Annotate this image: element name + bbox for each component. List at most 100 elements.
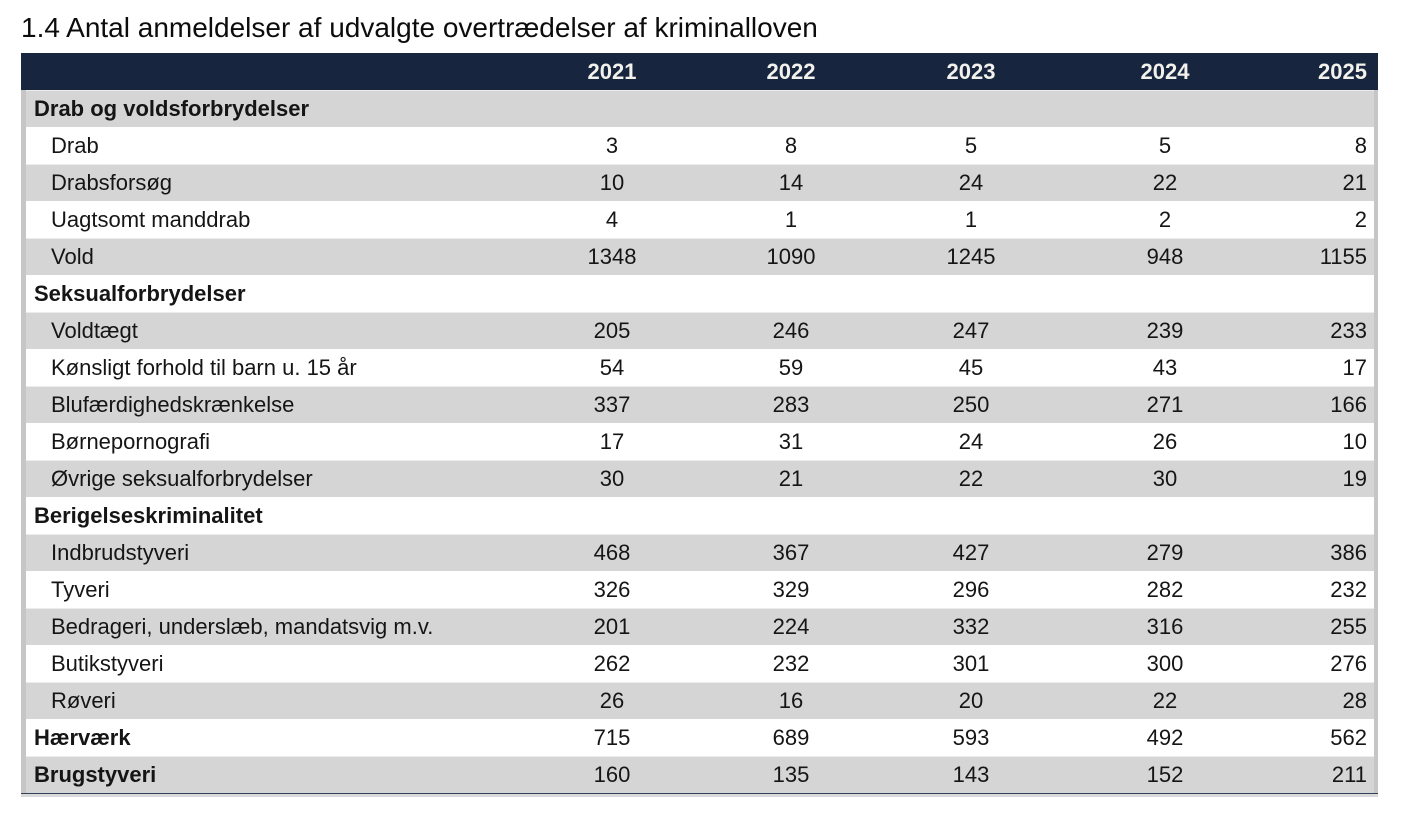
row-label: Drabsforsøg xyxy=(51,169,173,195)
row-label: Børnepornografi xyxy=(51,428,210,454)
value-cell: 296 xyxy=(952,576,990,602)
value-cell: 10 xyxy=(1342,428,1367,454)
value-cell: 3 xyxy=(605,132,619,158)
table-row: Drab og voldsforbrydelser xyxy=(21,90,1378,127)
table-row: Drab 3 8 5 5 8 xyxy=(21,127,1378,164)
table-row: Indbrudstyveri 468 367 427 279 386 xyxy=(21,534,1378,571)
table-left-border xyxy=(21,90,26,793)
table-bottom-strip xyxy=(21,793,1378,797)
row-label: Butikstyveri xyxy=(51,650,164,676)
table-row: Uagtsomt manddrab 4 1 1 2 2 xyxy=(21,201,1378,238)
value-cell: 20 xyxy=(958,687,984,713)
row-label: Drab og voldsforbrydelser xyxy=(34,95,310,121)
table-header-row: 2021 2022 2023 2024 2025 xyxy=(21,53,1378,90)
value-cell: 43 xyxy=(1152,354,1178,380)
table-row: Tyveri 326 329 296 282 232 xyxy=(21,571,1378,608)
value-cell: 255 xyxy=(1330,613,1367,639)
row-label: Vold xyxy=(51,243,94,269)
value-cell: 4 xyxy=(605,206,619,232)
value-cell: 232 xyxy=(1330,576,1367,602)
value-cell: 1 xyxy=(784,206,798,232)
value-cell: 301 xyxy=(952,650,990,676)
table-row: Seksualforbrydelser xyxy=(21,275,1378,312)
row-label: Indbrudstyveri xyxy=(51,539,190,565)
value-cell: 593 xyxy=(952,724,990,750)
value-cell: 1 xyxy=(964,206,978,232)
value-cell: 135 xyxy=(772,761,810,787)
value-cell: 160 xyxy=(593,761,631,787)
value-cell: 2 xyxy=(1354,206,1367,232)
table-row: Berigelseskriminalitet xyxy=(21,497,1378,534)
table-row: Hærværk 715 689 593 492 562 xyxy=(21,719,1378,756)
value-cell: 45 xyxy=(958,354,984,380)
row-label: Røveri xyxy=(51,687,116,713)
value-cell: 316 xyxy=(1146,613,1184,639)
value-cell: 10 xyxy=(599,169,625,195)
value-cell: 1090 xyxy=(766,243,816,269)
value-cell: 2 xyxy=(1158,206,1172,232)
value-cell: 24 xyxy=(958,428,984,454)
table-row: Voldtægt 205 246 247 239 233 xyxy=(21,312,1378,349)
value-cell: 26 xyxy=(1152,428,1178,454)
header-year-cell: 2025 xyxy=(1318,58,1367,84)
value-cell: 152 xyxy=(1146,761,1184,787)
value-cell: 22 xyxy=(958,465,984,491)
value-cell: 5 xyxy=(964,132,978,158)
table-row: Vold 1348 1090 1245 948 1155 xyxy=(21,238,1378,275)
value-cell: 386 xyxy=(1330,539,1367,565)
value-cell: 1155 xyxy=(1319,243,1367,269)
value-cell: 28 xyxy=(1342,687,1367,713)
table-row: Butikstyveri 262 232 301 300 276 xyxy=(21,645,1378,682)
value-cell: 232 xyxy=(772,650,810,676)
table-row: Øvrige seksualforbrydelser 30 21 22 30 19 xyxy=(21,460,1378,497)
row-label: Berigelseskriminalitet xyxy=(34,502,263,528)
value-cell: 562 xyxy=(1330,724,1367,750)
table-right-border xyxy=(1374,90,1378,793)
value-cell: 21 xyxy=(1342,169,1367,195)
table-row: Drabsforsøg 10 14 24 22 21 xyxy=(21,164,1378,201)
value-cell: 30 xyxy=(1152,465,1178,491)
value-cell: 233 xyxy=(1330,317,1367,343)
value-cell: 22 xyxy=(1152,169,1178,195)
value-cell: 59 xyxy=(778,354,804,380)
row-label: Kønsligt forhold til barn u. 15 år xyxy=(51,354,357,380)
header-year-cell: 2021 xyxy=(587,58,637,84)
value-cell: 492 xyxy=(1146,724,1184,750)
value-cell: 276 xyxy=(1330,650,1367,676)
value-cell: 1348 xyxy=(587,243,637,269)
value-cell: 300 xyxy=(1146,650,1184,676)
value-cell: 17 xyxy=(1342,354,1367,380)
value-cell: 30 xyxy=(599,465,625,491)
value-cell: 1245 xyxy=(946,243,996,269)
row-label: Blufærdighedskrænkelse xyxy=(51,391,295,417)
value-cell: 166 xyxy=(1330,391,1367,417)
row-label: Brugstyveri xyxy=(34,761,157,787)
value-cell: 54 xyxy=(599,354,625,380)
value-cell: 282 xyxy=(1146,576,1184,602)
header-year-cell: 2024 xyxy=(1140,58,1190,84)
value-cell: 247 xyxy=(952,317,990,343)
table-body: Drab og voldsforbrydelser Drab 3 8 5 5 8 Drabsf… xyxy=(21,90,1378,793)
value-cell: 367 xyxy=(772,539,810,565)
row-label: Drab xyxy=(51,132,99,158)
row-label: Bedrageri, underslæb, mandatsvig m.v. xyxy=(51,613,434,639)
value-cell: 715 xyxy=(593,724,631,750)
value-cell: 262 xyxy=(593,650,631,676)
value-cell: 201 xyxy=(593,613,631,639)
table-row: Røveri 26 16 20 22 28 xyxy=(21,682,1378,719)
crime-statistics-table: 2021 2022 2023 2024 2025 Drab og voldsforbry… xyxy=(21,53,1378,797)
table-row: Blufærdighedskrænkelse 337 283 250 271 166 xyxy=(21,386,1378,423)
value-cell: 14 xyxy=(778,169,804,195)
table-row: Børnepornografi 17 31 24 26 10 xyxy=(21,423,1378,460)
value-cell: 427 xyxy=(952,539,990,565)
value-cell: 143 xyxy=(952,761,990,787)
row-label: Hærværk xyxy=(34,724,131,750)
value-cell: 337 xyxy=(593,391,631,417)
value-cell: 31 xyxy=(778,428,804,454)
value-cell: 326 xyxy=(593,576,631,602)
value-cell: 283 xyxy=(772,391,810,417)
value-cell: 271 xyxy=(1146,391,1184,417)
value-cell: 250 xyxy=(952,391,990,417)
value-cell: 19 xyxy=(1342,465,1367,491)
row-label: Uagtsomt manddrab xyxy=(51,206,251,232)
